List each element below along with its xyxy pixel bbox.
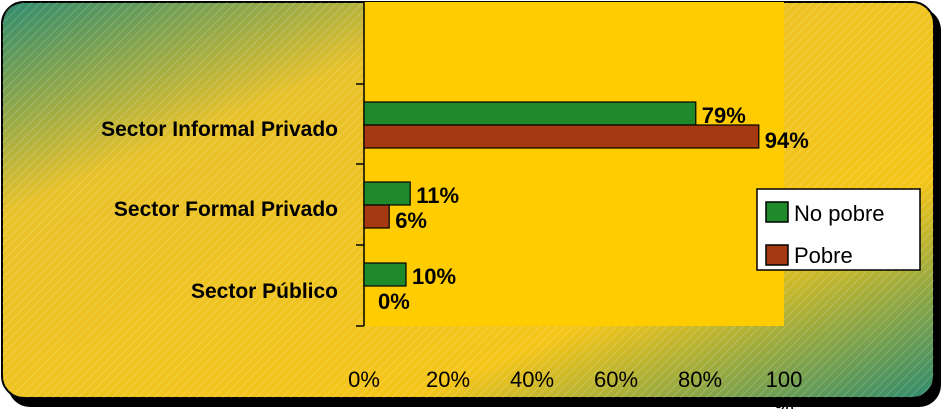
legend-swatch-no-pobre	[765, 201, 789, 223]
x-tick-label: 40%	[510, 367, 554, 392]
category-label: Sector Formal Privado	[114, 198, 338, 221]
x-tick-label: 80%	[678, 367, 722, 392]
data-label-no-pobre-0: 79%	[702, 103, 746, 128]
data-label-no-pobre-2: 10%	[412, 264, 456, 289]
category-label: Sector Informal Privado	[101, 118, 338, 141]
data-label-pobre-0: 94%	[765, 128, 809, 153]
data-label-pobre-2: 0%	[378, 289, 410, 314]
legend-label-no-pobre: No pobre	[794, 201, 885, 226]
y-axis-ticks	[356, 1, 364, 327]
legend: No pobre Pobre	[756, 188, 921, 271]
category-label: Sector Público	[191, 280, 338, 303]
data-label-no-pobre-1: 11%	[416, 183, 459, 208]
x-tick-label: 0%	[348, 367, 380, 392]
x-axis-tick-labels: 0% 20% 40% 60% 80% 100	[348, 367, 802, 392]
bar-pobre-0	[363, 124, 760, 149]
bar-no-pobre-1	[363, 181, 411, 206]
x-tick-label: 60%	[594, 367, 638, 392]
plot-area	[364, 2, 784, 326]
bar-pobre-1	[363, 204, 390, 229]
legend-swatch-pobre	[765, 244, 789, 266]
x-tick-label: 100	[766, 367, 803, 392]
legend-label-pobre: Pobre	[794, 243, 853, 268]
bar-no-pobre-0	[363, 101, 697, 126]
x-tick-label: 20%	[426, 367, 470, 392]
data-labels-layer: 79% 11% 10% 94% 6% 0%	[378, 103, 809, 314]
data-label-pobre-1: 6%	[395, 208, 427, 233]
bars-layer	[363, 101, 760, 287]
bar-no-pobre-2	[363, 262, 407, 287]
x-tick-label-overflow: %	[774, 394, 794, 409]
